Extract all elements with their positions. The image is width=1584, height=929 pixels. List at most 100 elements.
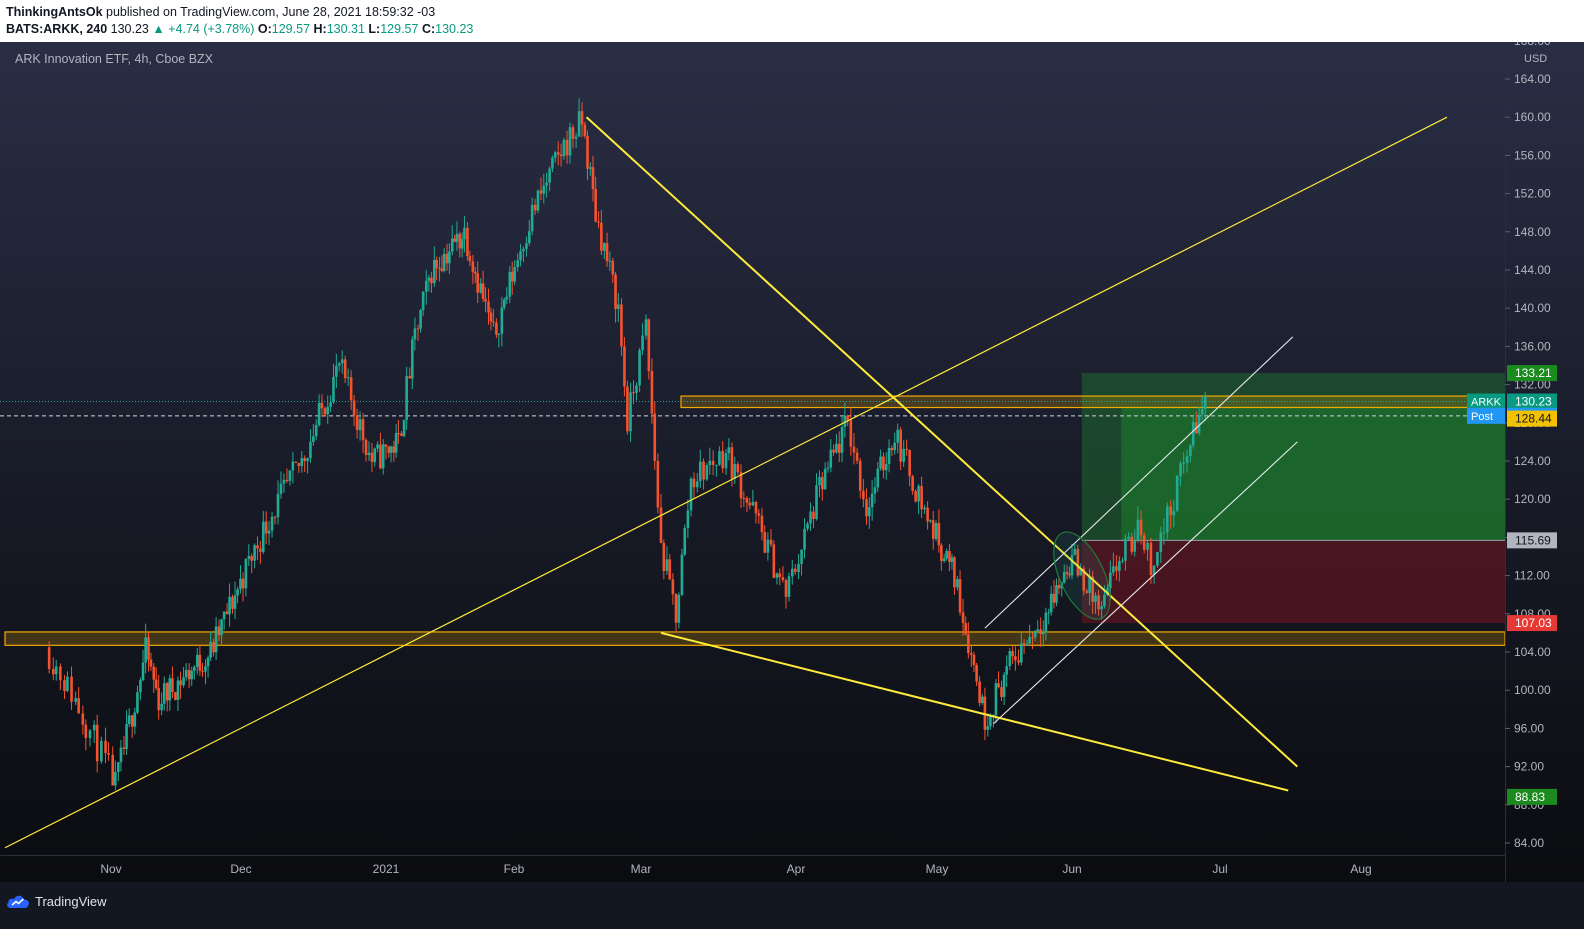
candle-body xyxy=(742,498,746,500)
tradingview-logo[interactable]: TradingView xyxy=(6,893,107,909)
candle-body xyxy=(1124,538,1127,561)
candle-body xyxy=(760,515,764,533)
candle-body xyxy=(214,626,218,653)
candle-body xyxy=(502,299,506,308)
candle-body xyxy=(683,527,687,555)
candle-body xyxy=(239,578,242,590)
currency-label: USD xyxy=(1524,53,1547,65)
candle-body xyxy=(956,579,959,588)
candle-body xyxy=(141,662,145,681)
candle-body xyxy=(1008,651,1012,667)
candle-body xyxy=(887,447,891,465)
candle-body xyxy=(1055,585,1058,603)
candle-body xyxy=(1112,566,1115,573)
candle-body xyxy=(790,568,794,577)
candle-body xyxy=(594,189,597,222)
candle-body xyxy=(980,696,984,703)
target-price-label: 133.21 xyxy=(1515,366,1552,380)
candle-body xyxy=(273,516,277,518)
chart-footer: TradingView xyxy=(0,882,1584,929)
candle-body xyxy=(1017,660,1020,663)
y-tick-label: 164.00 xyxy=(1514,72,1551,86)
candle-body xyxy=(846,415,849,421)
candle-body xyxy=(376,444,379,449)
candle-body xyxy=(81,713,85,725)
candle-body xyxy=(279,483,283,494)
candle-body xyxy=(460,239,464,249)
chart-area[interactable]: 84.0088.0092.0096.00100.00104.00108.0011… xyxy=(0,42,1584,882)
candle-body xyxy=(600,222,603,251)
published-text: published on TradingView.com, June 28, 2… xyxy=(106,5,436,19)
candle-body xyxy=(355,415,359,431)
trendline-price-label: 88.83 xyxy=(1515,790,1545,804)
x-tick-label: May xyxy=(926,862,949,876)
candle-body xyxy=(133,712,137,727)
candle-body xyxy=(832,449,835,453)
candle-body xyxy=(698,461,702,482)
candle-body xyxy=(1136,519,1140,541)
candle-body xyxy=(84,724,88,739)
candle-body xyxy=(818,477,821,486)
publisher-name[interactable]: ThinkingAntsOk xyxy=(6,5,103,19)
candle-body xyxy=(171,678,174,693)
candle-body xyxy=(231,596,234,609)
candle-body xyxy=(539,190,543,194)
y-tick-label: 96.00 xyxy=(1514,721,1544,735)
candle-body xyxy=(893,442,896,451)
candle-body xyxy=(519,251,522,261)
candle-body xyxy=(253,545,256,561)
candle-body xyxy=(513,267,516,282)
candle-body xyxy=(1108,572,1112,589)
candle-body xyxy=(184,669,188,678)
candle-body xyxy=(614,274,617,309)
symbol-label: BATS:ARKK, 240 xyxy=(6,22,108,36)
candle-body xyxy=(370,452,374,462)
candle-body xyxy=(394,433,398,453)
candle-body xyxy=(784,580,788,597)
candle-body xyxy=(66,676,69,692)
candle-body xyxy=(1172,510,1176,516)
candle-body xyxy=(317,402,321,426)
target-price-label-bg xyxy=(1507,365,1557,382)
candle-body xyxy=(489,312,493,322)
price-chart[interactable]: 84.0088.0092.0096.00100.00104.00108.0011… xyxy=(0,42,1584,882)
candle-body xyxy=(332,376,335,403)
candle-body xyxy=(481,283,485,299)
candle-body xyxy=(209,641,212,658)
candle-body xyxy=(840,426,844,453)
candle-body xyxy=(130,715,134,727)
candle-body xyxy=(421,291,425,310)
candle-body xyxy=(873,487,877,494)
candle-body xyxy=(997,683,1000,688)
candle-body xyxy=(1039,629,1042,634)
candle-body xyxy=(961,612,965,624)
candle-body xyxy=(233,595,237,609)
candle-body xyxy=(626,386,629,432)
candle-body xyxy=(259,548,262,552)
candle-body xyxy=(466,227,469,257)
candle-body xyxy=(942,558,946,562)
candle-body xyxy=(349,377,353,401)
candle-body xyxy=(487,301,490,313)
candle-body xyxy=(1041,632,1045,634)
candle-body xyxy=(835,443,838,453)
candle-body xyxy=(104,740,107,754)
candle-body xyxy=(986,726,990,730)
candle-body xyxy=(1152,565,1156,576)
candle-body xyxy=(620,304,623,347)
candle-body xyxy=(525,243,528,249)
candle-body xyxy=(367,452,371,456)
candle-body xyxy=(571,127,575,139)
candle-body xyxy=(772,544,776,578)
candle-body xyxy=(326,406,330,415)
trendline-price-label-bg xyxy=(1507,788,1557,805)
candle-body xyxy=(972,654,976,666)
candle-body xyxy=(565,139,569,156)
candle-body xyxy=(182,677,185,686)
y-tick-label: 144.00 xyxy=(1514,263,1551,277)
candle-body xyxy=(1106,588,1109,595)
candle-body xyxy=(306,458,309,462)
candle-body xyxy=(556,152,560,155)
candle-body xyxy=(641,335,644,351)
candle-body xyxy=(312,436,315,442)
